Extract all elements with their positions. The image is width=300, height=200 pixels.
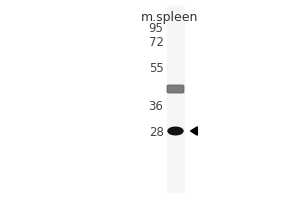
Text: 28: 28 — [148, 127, 164, 140]
Ellipse shape — [168, 127, 183, 135]
Text: 55: 55 — [149, 62, 164, 75]
Text: 36: 36 — [148, 100, 164, 114]
Text: 95: 95 — [148, 22, 164, 36]
FancyBboxPatch shape — [167, 85, 184, 93]
Text: 72: 72 — [148, 36, 164, 49]
Polygon shape — [190, 127, 197, 135]
Bar — [167, 6, 184, 192]
Text: m.spleen: m.spleen — [141, 11, 198, 24]
